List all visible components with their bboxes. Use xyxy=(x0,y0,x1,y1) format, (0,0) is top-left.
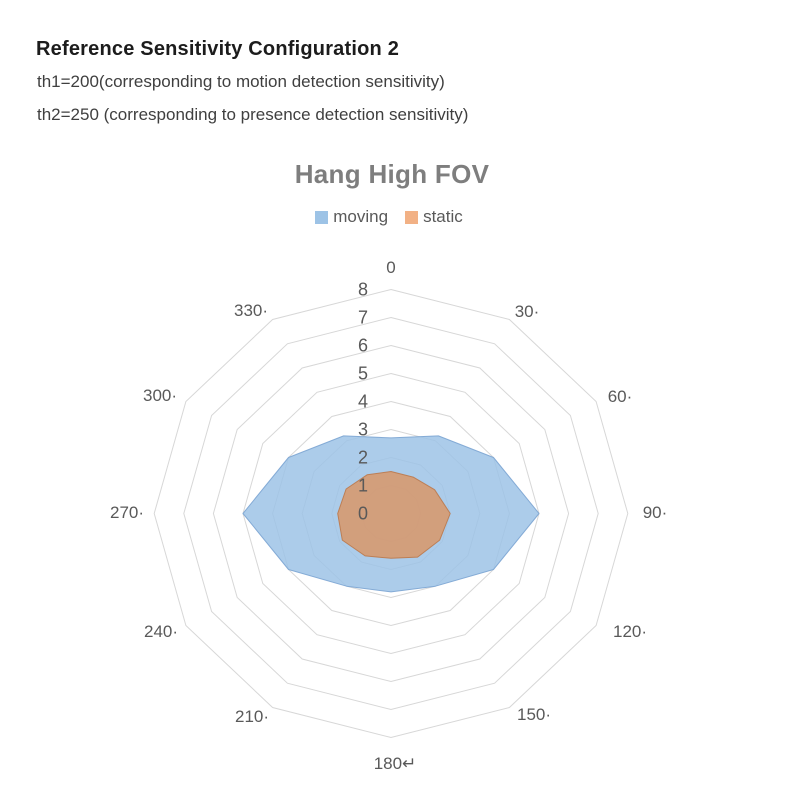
angle-label-330: 330· xyxy=(234,301,268,320)
angle-axis-labels: 030·60·90·120·150·180↵210·240·270·300·33… xyxy=(110,258,667,773)
legend-item-static: static xyxy=(405,207,463,227)
chart-legend: moving static xyxy=(0,207,778,227)
angle-label-150: 150· xyxy=(517,705,551,724)
series-polygon-static xyxy=(337,471,451,559)
radial-tick-label-2: 2 xyxy=(358,448,368,468)
page-title: Reference Sensitivity Configuration 2 xyxy=(36,38,400,60)
legend-label-moving: moving xyxy=(333,207,389,226)
angle-label-30: 30· xyxy=(515,302,540,321)
header-line-th2: th2=250 (corresponding to presence detec… xyxy=(37,105,469,124)
angle-label-120: 120· xyxy=(613,622,647,641)
radial-tick-label-4: 4 xyxy=(358,392,368,412)
radial-tick-label-3: 3 xyxy=(358,420,368,440)
angle-label-300: 300· xyxy=(143,386,177,405)
angle-label-90: 90· xyxy=(643,503,668,522)
legend-item-moving: moving xyxy=(315,207,388,227)
angle-label-210: 210· xyxy=(235,707,269,726)
radial-tick-label-1: 1 xyxy=(358,476,368,496)
radial-tick-label-8: 8 xyxy=(358,280,368,300)
angle-label-240: 240· xyxy=(144,622,178,641)
chart-title: Hang High FOV xyxy=(294,159,490,189)
grid-ring-6 xyxy=(212,344,570,683)
radial-axis-labels: 0 1 2 3 4 5 6 7 8 xyxy=(358,280,368,524)
angle-label-270: 270· xyxy=(110,503,144,522)
radial-tick-label-0: 0 xyxy=(358,504,368,524)
grid-ring-5 xyxy=(242,372,540,655)
grid-ring-7 xyxy=(183,316,599,711)
grid-ring-8 xyxy=(153,288,629,739)
radial-tick-label-6: 6 xyxy=(358,336,368,356)
radar-series xyxy=(242,435,540,593)
angle-label-180: 180↵ xyxy=(374,754,417,773)
header-line-th1: th1=200(corresponding to motion detectio… xyxy=(37,72,445,91)
radial-tick-label-5: 5 xyxy=(358,364,368,384)
legend-label-static: static xyxy=(423,207,463,226)
radial-tick-label-7: 7 xyxy=(358,308,368,328)
angle-label-60: 60· xyxy=(608,387,633,406)
angle-label-0: 0 xyxy=(386,258,395,277)
legend-swatch-moving xyxy=(315,210,329,224)
legend-swatch-static xyxy=(405,210,419,224)
